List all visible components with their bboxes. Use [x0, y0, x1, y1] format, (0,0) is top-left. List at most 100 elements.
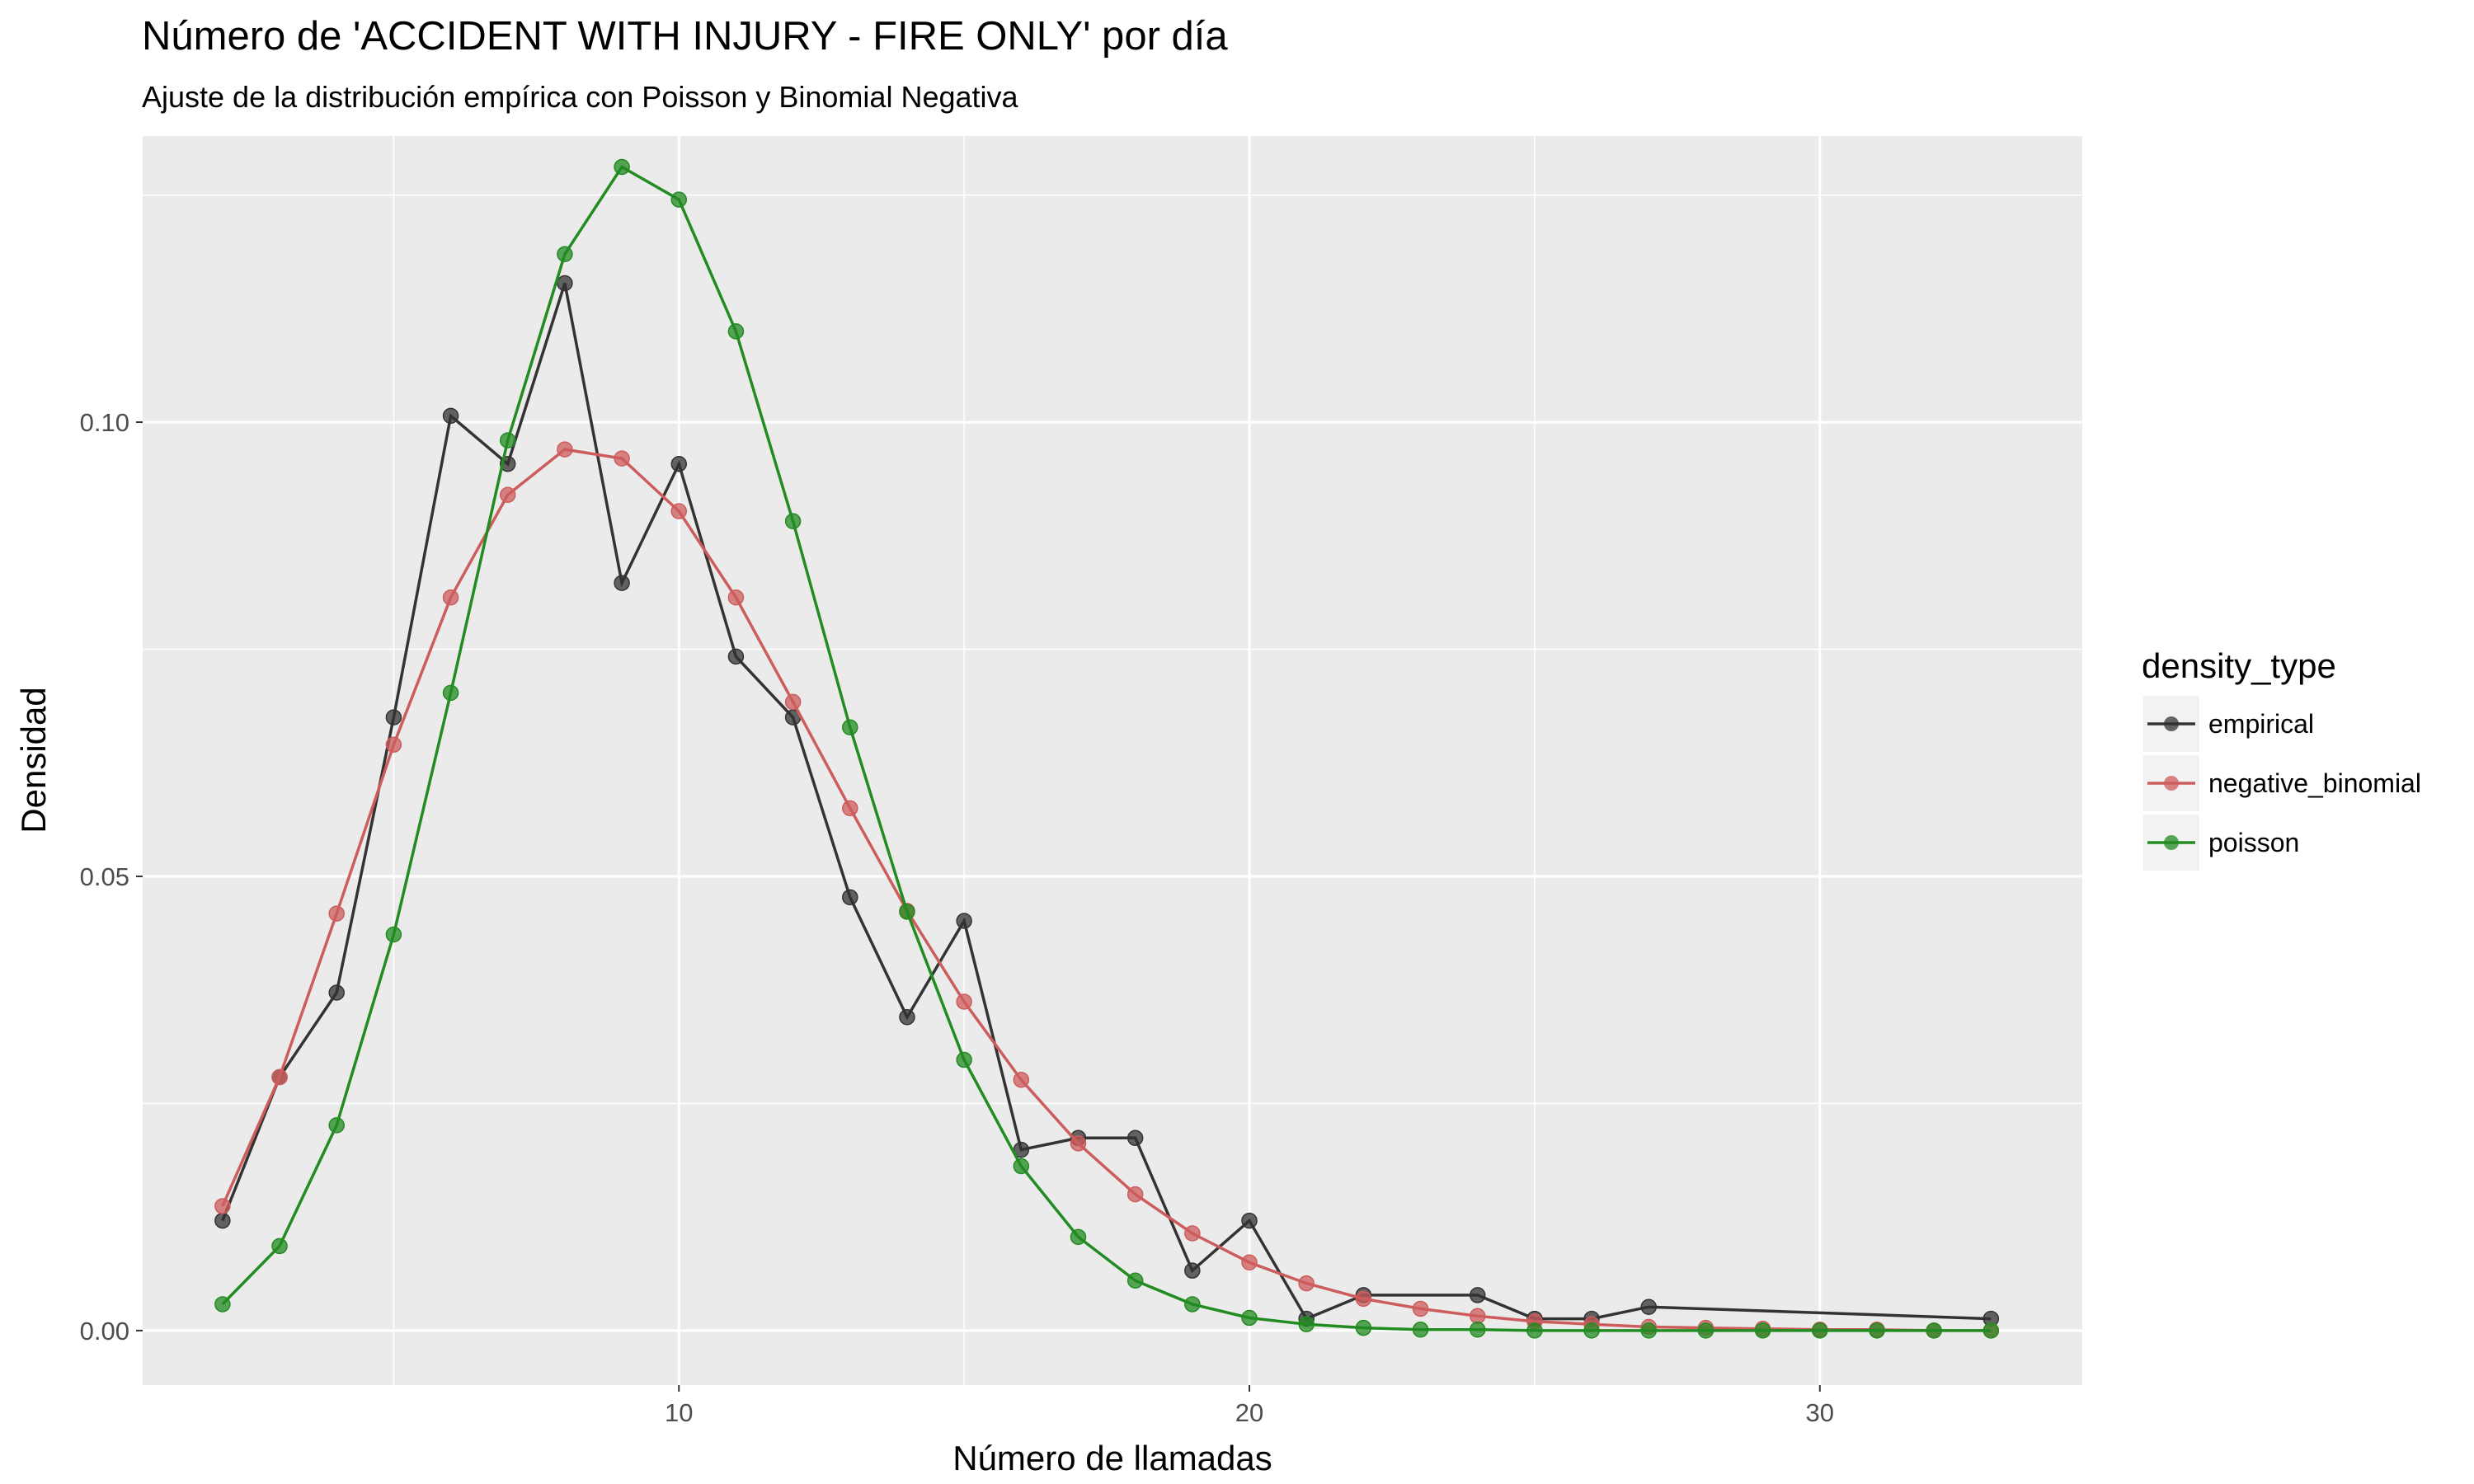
- data-point: [842, 889, 858, 906]
- data-point: [670, 456, 688, 472]
- data-point: [842, 800, 858, 817]
- data-point: [385, 736, 402, 753]
- data-point: [727, 323, 745, 340]
- y-axis-title: Densidad: [14, 687, 53, 833]
- legend-label: negative_binomial: [2208, 768, 2421, 798]
- data-point: [1926, 1322, 1942, 1339]
- data-point: [1355, 1319, 1372, 1336]
- data-point: [271, 1068, 288, 1086]
- data-point: [1298, 1316, 1315, 1332]
- series-layer: [214, 158, 2000, 1339]
- data-point: [1013, 1072, 1030, 1088]
- data-point: [1184, 1296, 1201, 1313]
- plot-panel: [143, 136, 2082, 1385]
- data-point: [1412, 1300, 1429, 1317]
- series-line: [221, 165, 1992, 1332]
- legend-title: density_type: [2142, 646, 2336, 685]
- data-point: [1469, 1287, 1486, 1303]
- data-point: [1469, 1322, 1486, 1338]
- data-point: [557, 246, 573, 262]
- data-point: [557, 441, 573, 458]
- data-point: [1126, 1272, 1144, 1289]
- data-point: [1754, 1322, 1771, 1339]
- x-axis: 10 20 30: [665, 1385, 1834, 1427]
- data-point: [1241, 1212, 1258, 1229]
- data-point: [670, 191, 688, 208]
- x-tick-label: 20: [1235, 1398, 1263, 1427]
- series-line: [221, 448, 1992, 1332]
- legend-item-negative-binomial: negative_binomial: [2143, 755, 2421, 811]
- data-point: [1126, 1129, 1144, 1147]
- data-point: [1412, 1322, 1429, 1338]
- data-point: [214, 1198, 231, 1214]
- chart-title: Número de 'ACCIDENT WITH INJURY - FIRE O…: [142, 14, 1228, 59]
- data-point: [1184, 1262, 1201, 1279]
- legend-label: empirical: [2208, 709, 2314, 739]
- data-point: [1241, 1309, 1258, 1327]
- data-point: [784, 513, 802, 529]
- legend: density_type empirical negative_binomialp…: [2142, 646, 2421, 871]
- series-line: [221, 282, 1992, 1321]
- data-point: [1583, 1322, 1600, 1339]
- data-point: [1355, 1290, 1372, 1308]
- data-point: [1812, 1322, 1828, 1339]
- y-tick-label: 0.10: [80, 408, 129, 437]
- data-point: [1982, 1322, 2000, 1339]
- data-point: [670, 503, 688, 519]
- legend-key-point: [2164, 716, 2179, 731]
- data-point: [1070, 1135, 1087, 1152]
- data-point: [557, 275, 573, 292]
- data-point: [1469, 1308, 1486, 1325]
- data-point: [499, 486, 516, 503]
- data-point: [1640, 1298, 1658, 1315]
- y-tick-label: 0.00: [80, 1317, 129, 1345]
- data-point: [956, 1051, 972, 1068]
- data-point: [271, 1237, 288, 1255]
- data-point: [1126, 1186, 1144, 1203]
- x-axis-title: Número de llamadas: [952, 1439, 1272, 1477]
- data-point: [214, 1296, 231, 1313]
- legend-item-empirical: empirical: [2143, 696, 2314, 752]
- data-point: [1697, 1322, 1714, 1339]
- legend-item-poisson: poisson: [2143, 815, 2299, 871]
- data-point: [1640, 1322, 1658, 1339]
- data-point: [328, 905, 345, 922]
- data-point: [442, 684, 459, 702]
- data-point: [1013, 1158, 1030, 1175]
- data-point: [614, 450, 630, 467]
- data-point: [328, 984, 345, 1001]
- legend-key-point: [2164, 776, 2179, 791]
- data-point: [956, 993, 972, 1010]
- data-point: [1184, 1225, 1201, 1242]
- data-point: [1070, 1228, 1087, 1246]
- data-point: [442, 589, 459, 606]
- legend-key-point: [2164, 835, 2179, 850]
- x-tick-label: 30: [1806, 1398, 1834, 1427]
- data-point: [442, 407, 459, 425]
- data-point: [899, 1009, 915, 1026]
- data-point: [727, 589, 745, 606]
- data-point: [899, 904, 915, 920]
- data-point: [842, 719, 858, 736]
- y-tick-label: 0.05: [80, 862, 129, 891]
- legend-label: poisson: [2208, 828, 2299, 857]
- x-tick-label: 10: [665, 1398, 693, 1427]
- data-point: [1526, 1322, 1543, 1339]
- data-point: [328, 1117, 345, 1134]
- data-point: [1298, 1275, 1315, 1292]
- chart-subtitle: Ajuste de la distribución empírica con P…: [142, 80, 1019, 114]
- data-point: [956, 913, 972, 929]
- data-point: [784, 693, 802, 711]
- data-point: [1869, 1322, 1885, 1339]
- data-point: [727, 648, 745, 665]
- data-point: [614, 575, 630, 591]
- y-axis: 0.00 0.05 0.10: [80, 408, 143, 1345]
- data-point: [385, 926, 402, 943]
- data-point: [1241, 1254, 1258, 1271]
- data-point: [614, 158, 630, 176]
- series-poisson: [214, 158, 2000, 1339]
- data-point: [385, 709, 402, 726]
- data-point: [214, 1212, 231, 1229]
- data-point: [499, 432, 516, 448]
